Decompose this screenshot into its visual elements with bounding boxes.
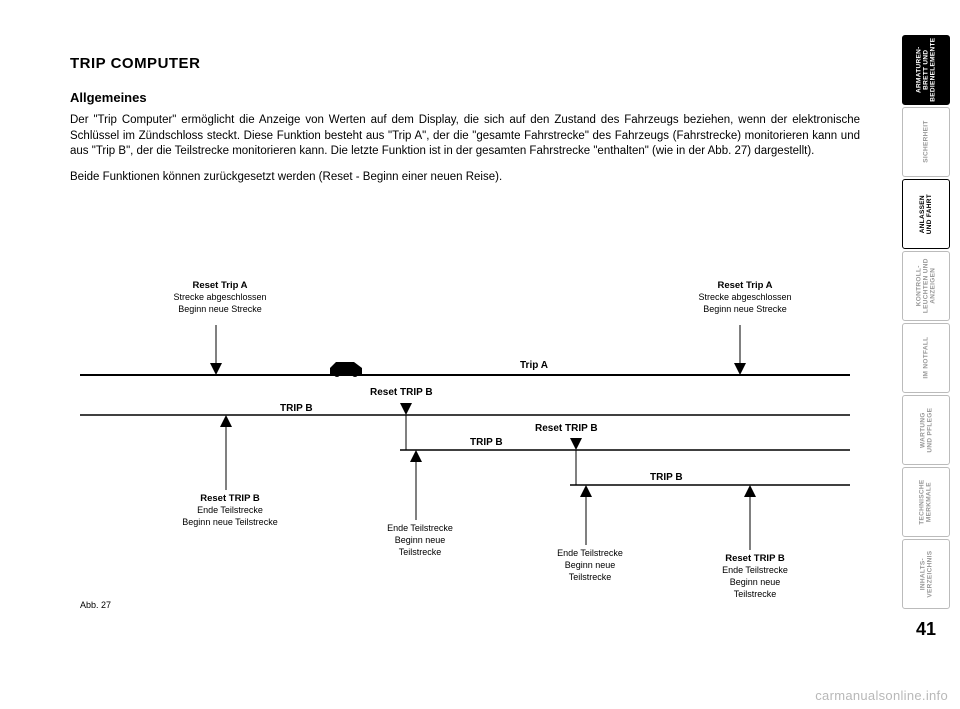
trip-a-line-label: Trip A (520, 360, 548, 371)
reset-trip-b-label-1: Reset TRIP B (370, 387, 433, 398)
trip-b-line-label-1: TRIP B (280, 403, 313, 414)
tab-armaturen[interactable]: ARMATUREN-BRETT UNDBEDIENELEMENTE (902, 35, 950, 105)
figure-caption: Abb. 27 (80, 600, 111, 610)
section-subtitle: Allgemeines (70, 90, 860, 105)
paragraph-2: Beide Funktionen können zurückgesetzt we… (70, 170, 860, 186)
paragraph-1: Der "Trip Computer" ermöglicht die Anzei… (70, 113, 860, 160)
trip-b-end-label-2: Ende Teilstrecke Beginn neue Teilstrecke (370, 523, 470, 559)
tab-kontrollleuchten[interactable]: KONTROLL-LEUCHTEN UNDANZEIGEN (902, 251, 950, 321)
trip-b-line-label-2: TRIP B (470, 437, 503, 448)
trip-b-end-label-1: Reset TRIP B Ende Teilstrecke Beginn neu… (170, 493, 290, 529)
trip-b-end-label-4: Reset TRIP B Ende Teilstrecke Beginn neu… (700, 553, 810, 601)
tab-inhalt[interactable]: INHALTS-VERZEICHNIS (902, 539, 950, 609)
trip-b-end-label-3: Ende Teilstrecke Beginn neue Teilstrecke (540, 548, 640, 584)
tab-notfall[interactable]: IM NOTFALL (902, 323, 950, 393)
tab-anlassen[interactable]: ANLASSENUND FAHRT (902, 179, 950, 249)
tab-wartung[interactable]: WARTUNGUND PFLEGE (902, 395, 950, 465)
reset-trip-b-label-2: Reset TRIP B (535, 423, 598, 434)
page-number: 41 (902, 611, 950, 647)
reset-trip-a-label-2: Reset Trip A Strecke abgeschlossen Begin… (685, 280, 805, 316)
trip-diagram: Reset Trip A Strecke abgeschlossen Begin… (70, 265, 860, 645)
watermark: carmanualsonline.info (815, 688, 948, 703)
tab-sicherheit[interactable]: SICHERHEIT (902, 107, 950, 177)
reset-trip-a-label-1: Reset Trip A Strecke abgeschlossen Begin… (165, 280, 275, 316)
section-title: TRIP COMPUTER (70, 55, 860, 72)
tab-technische[interactable]: TECHNISCHEMERKMALE (902, 467, 950, 537)
page-content: TRIP COMPUTER Allgemeines Der "Trip Comp… (70, 55, 860, 675)
trip-b-line-label-3: TRIP B (650, 472, 683, 483)
side-tabs: ARMATUREN-BRETT UNDBEDIENELEMENTE SICHER… (902, 35, 950, 675)
